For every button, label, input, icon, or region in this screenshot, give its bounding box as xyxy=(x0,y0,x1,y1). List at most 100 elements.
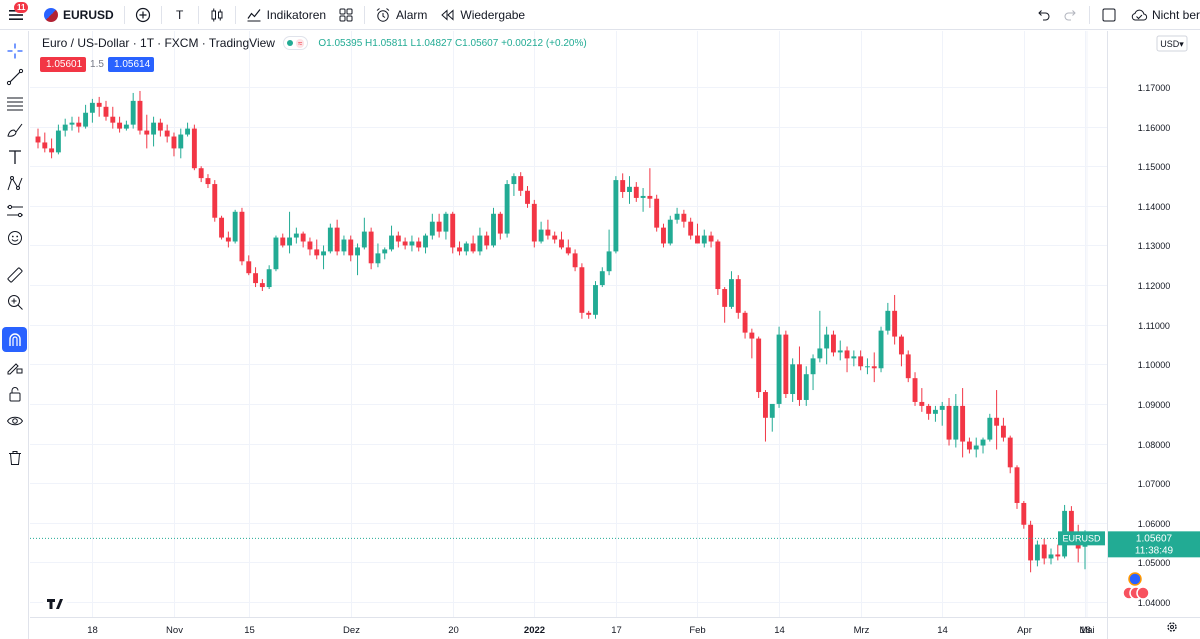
brush-tool[interactable] xyxy=(2,117,27,142)
trendline-tool[interactable] xyxy=(2,64,27,89)
candle-body xyxy=(171,136,177,149)
candle-body xyxy=(389,235,394,250)
time-tick-label: Dez xyxy=(343,625,360,636)
candle-body xyxy=(35,136,41,143)
candle-body xyxy=(1014,467,1020,503)
candle-body xyxy=(783,334,789,395)
replay-button[interactable]: Wiedergabe xyxy=(433,0,531,30)
top-toolbar: 11 EURUSD T Indikatoren Alarm Wiedergabe xyxy=(0,0,1200,30)
candle-body xyxy=(225,237,231,242)
undo-button[interactable] xyxy=(1029,0,1057,30)
candles-icon xyxy=(211,8,223,21)
save-status-label: Nicht ber xyxy=(1151,7,1200,22)
undo-icon xyxy=(1038,9,1050,20)
candle-body xyxy=(640,195,646,198)
candle-body xyxy=(409,241,415,246)
alert-button[interactable]: Alarm xyxy=(369,0,433,30)
candle-body xyxy=(593,285,598,315)
magnet-tool[interactable] xyxy=(2,327,27,352)
candle-body xyxy=(55,130,61,153)
symbol-label: EURUSD xyxy=(63,7,114,22)
candle-body xyxy=(831,334,836,353)
candle-body xyxy=(1028,524,1034,561)
plus-circle-icon xyxy=(135,7,150,22)
fib-icon xyxy=(6,96,23,111)
text-icon xyxy=(8,149,21,164)
candle-body xyxy=(429,221,435,236)
settings-button[interactable] xyxy=(1167,622,1177,632)
hide-drawings-tool[interactable] xyxy=(2,408,27,433)
price-tick-label: 1.04000 xyxy=(1138,598,1171,608)
indicators-button[interactable]: Indikatoren xyxy=(240,0,332,30)
time-tick-label: Nov xyxy=(166,625,183,636)
candle-body xyxy=(769,403,775,418)
price-axis[interactable]: 1.17000 1.16000 1.15000 1.14000 1.13000 1.120… xyxy=(1138,83,1171,608)
text-tool[interactable] xyxy=(2,144,27,169)
chart-type-button[interactable] xyxy=(203,0,231,30)
templates-button[interactable] xyxy=(332,0,360,30)
compare-button[interactable] xyxy=(129,0,157,30)
candle-body xyxy=(1000,425,1006,438)
candle-body xyxy=(674,213,680,220)
candles xyxy=(35,90,1088,573)
eurusd-flag-icon xyxy=(44,7,58,22)
ruler-tool[interactable] xyxy=(2,262,27,287)
crosshair-tool[interactable] xyxy=(2,38,27,63)
buy-sell-panel: 1.05601 1.5 1.05614 xyxy=(40,57,154,72)
indicators-icon xyxy=(247,8,261,21)
fullscreen-button[interactable] xyxy=(1094,0,1124,30)
candle-body xyxy=(83,112,89,127)
pattern-icon xyxy=(7,175,22,190)
brush-icon xyxy=(6,123,22,137)
candle-body xyxy=(232,211,238,242)
time-tick-label: 20 xyxy=(448,625,459,636)
measure-icon xyxy=(6,204,23,217)
candle-body xyxy=(980,439,986,446)
symbol-search-button[interactable]: EURUSD xyxy=(38,0,120,30)
candle-body xyxy=(973,445,979,450)
time-tick-label: 14 xyxy=(774,625,785,636)
candle-body xyxy=(824,334,830,349)
time-tick-label: 2022 xyxy=(524,625,545,636)
candle-body xyxy=(960,405,966,442)
candle-body xyxy=(729,279,734,307)
interval-button[interactable]: T xyxy=(176,7,184,22)
price-chart[interactable]: 1.17000 1.16000 1.15000 1.14000 1.13000 1.120… xyxy=(30,31,1200,639)
events-markers[interactable] xyxy=(1122,572,1150,600)
candle-body xyxy=(463,243,469,252)
remove-drawings-tool[interactable] xyxy=(2,445,27,470)
candle-body xyxy=(191,128,197,169)
ruler-icon xyxy=(6,266,23,283)
market-status-icon: ≈ xyxy=(295,38,305,48)
grid xyxy=(30,31,1107,617)
candle-body xyxy=(477,235,483,252)
pattern-tool[interactable] xyxy=(2,171,27,196)
trash-icon xyxy=(8,450,21,465)
currency-selector[interactable]: USD▾ xyxy=(1156,35,1188,52)
candle-body xyxy=(1007,437,1013,468)
chart-pane[interactable]: 1.17000 1.16000 1.15000 1.14000 1.13000 1.120… xyxy=(30,31,1200,639)
redo-button[interactable] xyxy=(1057,0,1085,30)
alarm-icon xyxy=(376,7,390,22)
lock-all-tool[interactable] xyxy=(2,381,27,406)
buy-button[interactable]: 1.05614 xyxy=(108,57,154,72)
price-tick-label: 1.07000 xyxy=(1138,479,1171,489)
price-tick-label: 1.14000 xyxy=(1138,202,1171,212)
price-tick-label: 1.16000 xyxy=(1138,123,1171,133)
sell-button[interactable]: 1.05601 xyxy=(40,57,86,72)
fib-tool[interactable] xyxy=(2,90,27,115)
tradingview-logo[interactable] xyxy=(43,592,67,616)
emoji-tool[interactable] xyxy=(2,225,27,250)
settings-icon xyxy=(1167,622,1177,632)
candle-body xyxy=(905,354,911,379)
candle-body xyxy=(266,269,272,288)
zoom-tool[interactable] xyxy=(2,289,27,314)
lock-drawing-tool[interactable] xyxy=(2,354,27,379)
main-menu-button[interactable]: 11 xyxy=(0,0,32,30)
candle-body xyxy=(599,271,605,286)
market-status[interactable]: ≈ xyxy=(282,36,309,50)
save-status-button[interactable]: Nicht ber xyxy=(1124,0,1200,30)
measure-tool[interactable] xyxy=(2,198,27,223)
candle-body xyxy=(287,237,292,246)
